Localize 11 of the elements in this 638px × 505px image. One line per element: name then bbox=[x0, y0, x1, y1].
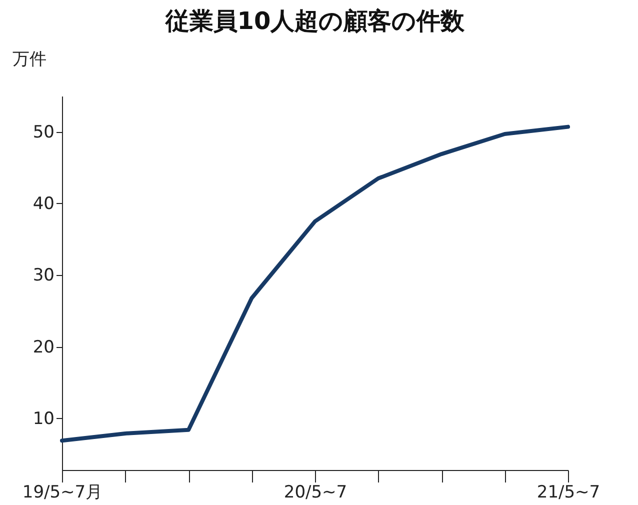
y-tick-label: 20 bbox=[32, 337, 54, 358]
y-tick-label: 40 bbox=[32, 194, 54, 214]
x-tick-label: 19/5~7月 bbox=[22, 482, 103, 502]
line-series bbox=[60, 124, 570, 443]
y-axis-title: 万件 bbox=[12, 50, 46, 70]
y-tick-label: 10 bbox=[32, 408, 54, 429]
y-tick-label: 30 bbox=[32, 266, 54, 286]
x-tick-label: 21/5~7 bbox=[536, 482, 600, 502]
y-tick-label: 50 bbox=[32, 122, 54, 142]
x-tick-label: 20/5~7 bbox=[284, 482, 348, 502]
chart-title: 従業員10人超の顧客の件数 bbox=[164, 7, 466, 35]
